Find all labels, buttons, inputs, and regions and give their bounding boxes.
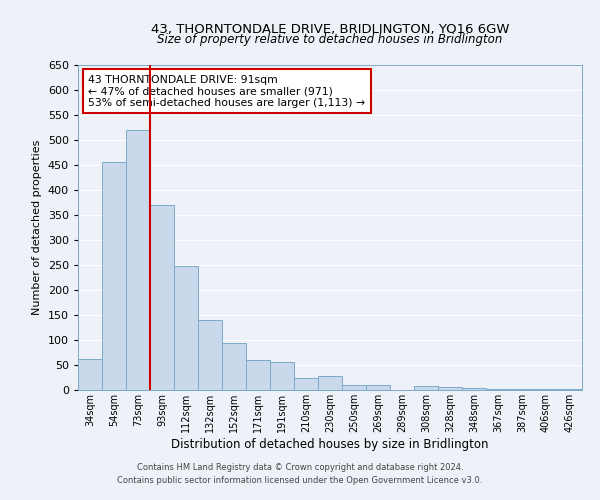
Bar bbox=[510, 389, 534, 390]
Bar bbox=[534, 389, 558, 390]
Bar bbox=[486, 388, 510, 390]
Bar bbox=[246, 360, 270, 390]
Bar bbox=[558, 389, 582, 390]
Text: Contains public sector information licensed under the Open Government Licence v3: Contains public sector information licen… bbox=[118, 476, 482, 485]
Bar bbox=[342, 385, 366, 390]
Bar bbox=[174, 266, 198, 390]
Text: 43 THORNTONDALE DRIVE: 91sqm
← 47% of detached houses are smaller (971)
53% of s: 43 THORNTONDALE DRIVE: 91sqm ← 47% of de… bbox=[88, 74, 365, 108]
Text: Contains HM Land Registry data © Crown copyright and database right 2024.: Contains HM Land Registry data © Crown c… bbox=[137, 464, 463, 472]
Bar bbox=[294, 378, 318, 390]
Bar bbox=[102, 162, 126, 390]
Bar bbox=[78, 359, 102, 390]
Text: Size of property relative to detached houses in Bridlington: Size of property relative to detached ho… bbox=[157, 32, 503, 46]
Text: 43, THORNTONDALE DRIVE, BRIDLINGTON, YO16 6GW: 43, THORNTONDALE DRIVE, BRIDLINGTON, YO1… bbox=[151, 22, 509, 36]
Bar bbox=[462, 388, 486, 390]
X-axis label: Distribution of detached houses by size in Bridlington: Distribution of detached houses by size … bbox=[171, 438, 489, 450]
Bar bbox=[150, 205, 174, 390]
Bar bbox=[318, 376, 342, 390]
Bar bbox=[366, 384, 390, 390]
Y-axis label: Number of detached properties: Number of detached properties bbox=[32, 140, 42, 315]
Bar bbox=[198, 320, 222, 390]
Bar bbox=[414, 386, 438, 390]
Bar bbox=[126, 130, 150, 390]
Bar bbox=[270, 362, 294, 390]
Bar bbox=[438, 387, 462, 390]
Bar bbox=[222, 342, 246, 390]
